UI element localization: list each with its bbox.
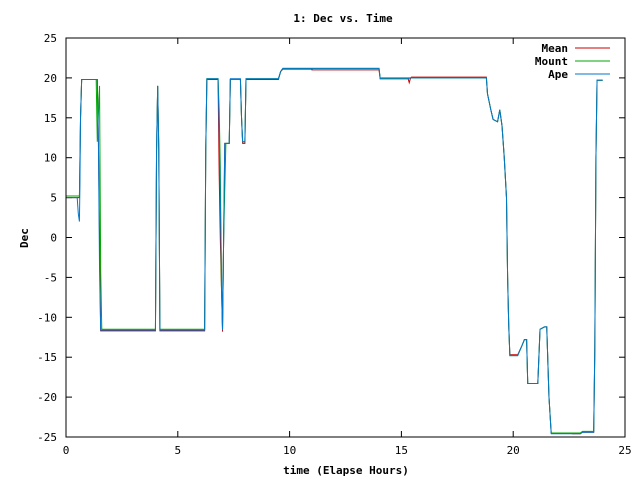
series-lines	[66, 67, 603, 435]
y-tick-label: -20	[37, 391, 57, 404]
y-tick-label: 20	[44, 72, 57, 85]
x-tick-label: 5	[174, 444, 181, 457]
y-tick-label: 25	[44, 32, 57, 45]
y-tick-label: -10	[37, 311, 57, 324]
x-tick-label: 25	[618, 444, 631, 457]
x-tick-label: 20	[507, 444, 520, 457]
y-tick-label: -15	[37, 351, 57, 364]
y-tick-label: 15	[44, 112, 57, 125]
x-axis-label: time (Elapse Hours)	[283, 464, 409, 477]
legend-label-mean: Mean	[542, 42, 569, 55]
legend-label-ape: Ape	[548, 68, 568, 81]
y-tick-label: -25	[37, 431, 57, 444]
legend-label-mount: Mount	[535, 55, 568, 68]
x-tick-label: 10	[283, 444, 296, 457]
y-tick-label: 0	[50, 232, 57, 245]
y-tick-label: 10	[44, 152, 57, 165]
y-tick-label: -5	[44, 271, 57, 284]
plot-frame	[65, 37, 626, 438]
y-axis-label: Dec	[18, 228, 31, 248]
x-tick-label: 0	[63, 444, 70, 457]
x-tick-label: 15	[395, 444, 408, 457]
series-line-ape	[66, 67, 603, 435]
y-tick-label: 5	[50, 192, 57, 205]
axis-ticks: 0 5 10 15 20 25 25 20 15 10 5 0 -5 -10 -15 -20 -25	[37, 32, 632, 457]
chart-title: 1: Dec vs. Time	[293, 12, 393, 25]
